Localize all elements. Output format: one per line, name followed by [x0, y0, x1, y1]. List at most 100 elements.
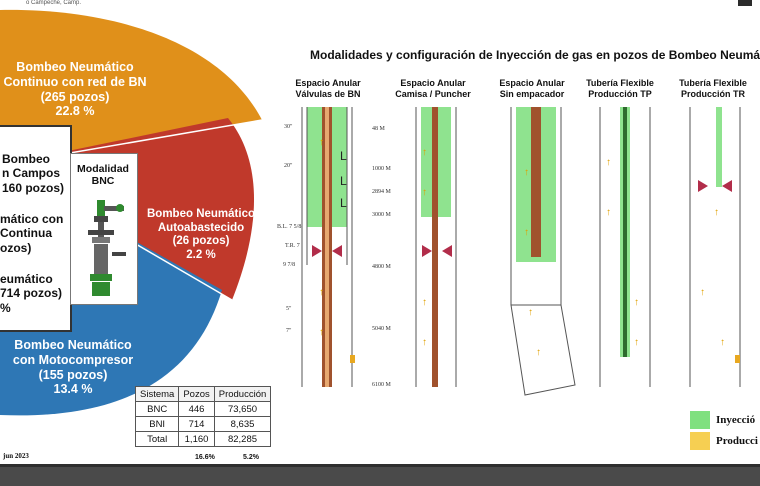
legend-injection-swatch — [690, 411, 710, 429]
well-diagram-3: ↑ ↑ ↑ ↑ — [510, 107, 576, 396]
svg-text:↑: ↑ — [524, 227, 529, 238]
pct-produccion: 5.2% — [243, 454, 259, 461]
label-auto-line1: Bombeo Neumático — [147, 208, 255, 220]
wellhead-icon — [88, 200, 126, 296]
cell-bnc: BNC — [134, 401, 180, 417]
cell-total-pozos: 1,160 — [178, 431, 215, 447]
svg-text:↑: ↑ — [422, 337, 427, 348]
label-continuo-line4: 22.8 % — [55, 104, 95, 119]
well-1-line1: Espacio Anular — [295, 78, 361, 88]
label-moto-line4: 13.4 % — [53, 382, 93, 397]
well-2-line2: Camisa / Puncher — [395, 88, 471, 99]
table-row: BNC 446 73,650 — [134, 401, 272, 417]
well-4-line1: Tubería Flexible — [586, 78, 654, 88]
legend-b2-l2: Continua — [0, 226, 52, 241]
legend-injection-label: Inyecció — [716, 414, 756, 426]
legend-b3-l1: eumático — [0, 272, 53, 286]
legend-block-3: eumático 714 pozos) % — [0, 272, 62, 315]
svg-text:↑: ↑ — [524, 167, 529, 178]
header-location: o Campeche, Camp. — [26, 0, 82, 6]
label-continuo-line1: Bombeo Neumático — [16, 60, 134, 74]
well-2-line1: Espacio Anular — [400, 78, 466, 88]
pct-pozos: 16.6% — [195, 454, 215, 461]
depth-30: 30" — [284, 124, 293, 130]
well-label-1: Espacio Anular Válvulas de BN — [278, 78, 378, 100]
svg-text:↑: ↑ — [536, 347, 541, 358]
well-diagrams: L L L ↑ ↑ ↑ ↑ ↑ ↑ ↑ ↑ ↑ ↑ ↑ ↑ ↑ — [301, 107, 741, 396]
th-pozos: Pozos — [178, 386, 215, 402]
depth-5040m: 5040 M — [372, 326, 391, 332]
label-continuo: Bombeo Neumático Continuo con red de BN … — [0, 60, 150, 119]
depth-tr7: T.R. 7 — [285, 243, 300, 249]
depth-1000m: 1000 M — [372, 166, 391, 172]
cell-bnc-pozos: 446 — [178, 401, 215, 417]
date-label: jun 2023 — [3, 452, 29, 460]
svg-text:L: L — [340, 196, 347, 210]
label-motocompresor: Bombeo Neumático con Motocompresor (155 … — [0, 338, 146, 397]
legend-b3-l3: % — [0, 300, 11, 315]
depth-3000m: 3000 M — [372, 212, 391, 218]
label-autoabastecido: Bombeo Neumático Autoabastecido (26 pozo… — [138, 208, 264, 262]
svg-text:↑: ↑ — [634, 297, 639, 308]
well-diagram-1: L L L ↑ ↑ ↑ — [301, 107, 355, 387]
well-5-line2: Producción TR — [680, 88, 745, 99]
well-label-4: Tubería Flexible Producción TP — [570, 78, 670, 100]
depth-7: 7" — [286, 328, 292, 334]
depth-978: 9 7/8 — [283, 262, 296, 268]
legend-b2-l3: ozos) — [0, 240, 32, 255]
logo-icon — [738, 0, 752, 6]
bnc-label-line2: BNC — [91, 175, 115, 188]
th-produccion: Producción — [213, 386, 272, 402]
svg-text:↑: ↑ — [422, 297, 427, 308]
depth-5: 5" — [286, 306, 292, 312]
th-sistema: Sistema — [134, 386, 180, 402]
legend-block-1: Bombeo n Campos 160 pozos) — [2, 152, 64, 195]
label-continuo-line3: (265 pozos) — [40, 89, 110, 104]
legend-production-swatch — [690, 432, 710, 450]
svg-text:L: L — [340, 149, 347, 163]
cell-bni-prod: 8,635 — [213, 416, 272, 432]
well-label-3: Espacio Anular Sin empacador — [482, 78, 582, 100]
svg-text:↑: ↑ — [606, 157, 611, 168]
well-label-2: Espacio Anular Camisa / Puncher — [383, 78, 483, 100]
svg-text:↑: ↑ — [319, 137, 324, 148]
label-auto-line2: Autoabastecido — [157, 221, 245, 234]
depth-4800m: 4800 M — [372, 264, 391, 270]
svg-text:↑: ↑ — [319, 327, 324, 338]
legend-b3-l2: 714 pozos) — [0, 286, 63, 301]
depth-bl758: B.L. 7 5/8 — [277, 224, 302, 230]
svg-text:↑: ↑ — [700, 287, 705, 298]
depth-48m: 48 M — [372, 126, 385, 132]
svg-text:↑: ↑ — [422, 147, 427, 158]
well-3-line1: Espacio Anular — [499, 78, 565, 88]
cell-bnc-prod: 73,650 — [213, 401, 272, 417]
cell-total-prod: 82,285 — [213, 431, 272, 447]
label-auto-line3: (26 pozos) — [172, 235, 230, 248]
bottom-bar — [0, 464, 760, 486]
well-diagram-5: ↑ ↑ ↑ — [689, 107, 741, 387]
svg-text:↑: ↑ — [422, 187, 427, 198]
legend-block-2: mático con Continua ozos) — [0, 212, 63, 255]
well-5-line1: Tubería Flexible — [679, 78, 747, 88]
well-3-line2: Sin empacador — [499, 88, 565, 99]
svg-text:↑: ↑ — [714, 207, 719, 218]
legend-b2-l1: mático con — [0, 212, 64, 226]
cell-bni: BNI — [134, 416, 180, 432]
svg-text:↑: ↑ — [634, 337, 639, 348]
cell-bni-pozos: 714 — [178, 416, 215, 432]
well-label-5: Tubería Flexible Producción TR — [663, 78, 760, 100]
depth-6100m: 6100 M — [372, 382, 391, 388]
well-diagram-4: ↑ ↑ ↑ ↑ — [599, 107, 651, 387]
svg-text:L: L — [340, 174, 347, 188]
well-4-line2: Producción TP — [588, 88, 652, 99]
svg-text:↑: ↑ — [720, 337, 725, 348]
bottom-strip — [0, 464, 760, 467]
bnc-label-line1: Modalidad — [77, 163, 129, 175]
label-moto-line1: Bombeo Neumático — [14, 338, 132, 352]
well-diagram-2: ↑ ↑ ↑ ↑ — [415, 107, 457, 387]
svg-text:↑: ↑ — [606, 207, 611, 218]
label-moto-line2: con Motocompresor — [12, 352, 134, 367]
legend-b1-l1: Bombeo — [2, 152, 50, 166]
label-auto-line4: 2.2 % — [186, 248, 216, 261]
legend-b1-l3: 160 pozos) — [2, 180, 65, 195]
